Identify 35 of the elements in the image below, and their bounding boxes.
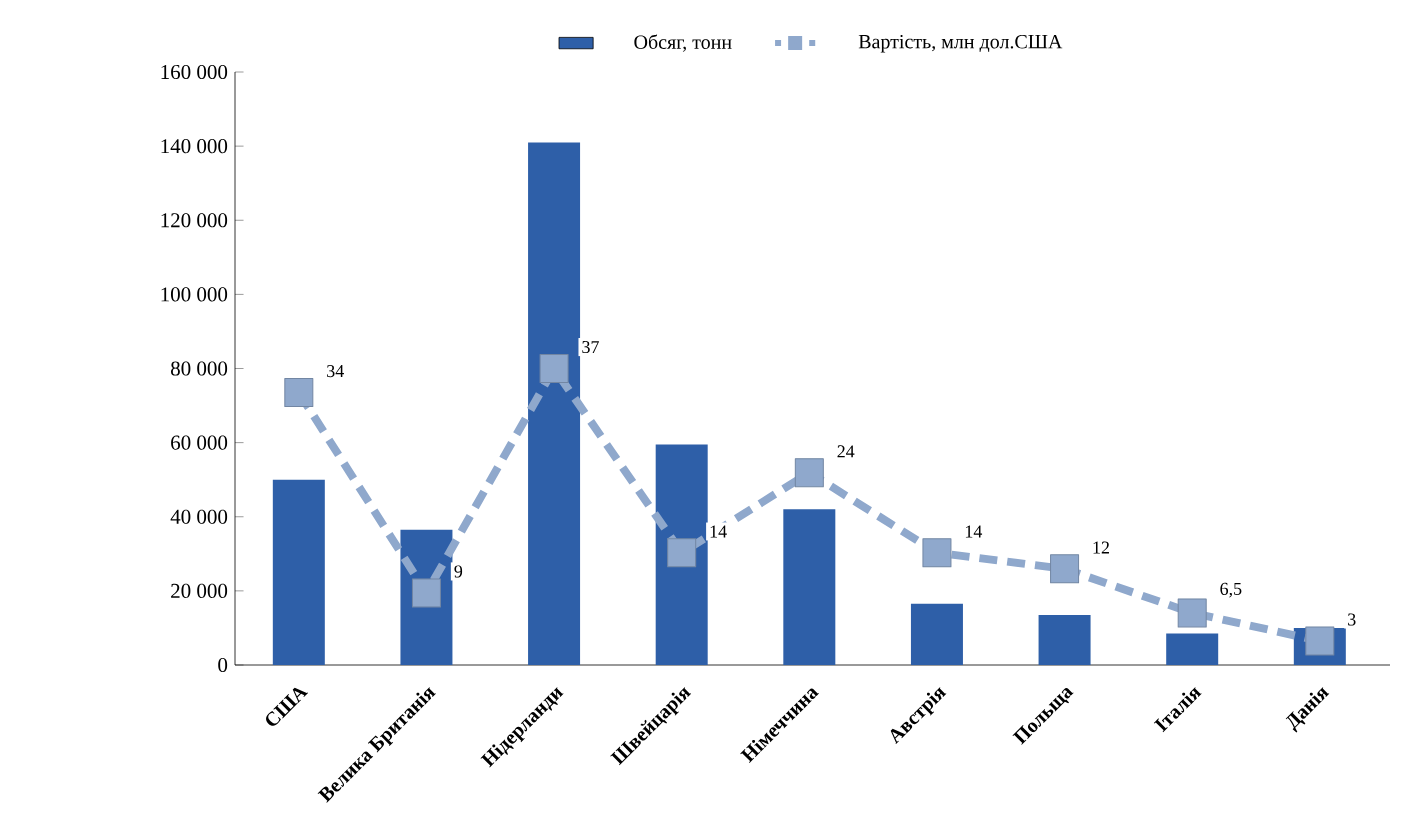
bar [528,142,581,665]
data-label: 9 [454,565,463,578]
data-label: 24 [837,445,855,458]
bar [1038,614,1091,665]
bar [783,509,836,665]
y-tick-label: 20 000 [171,583,228,598]
bar [655,444,708,665]
point [1177,598,1207,628]
y-tick-label: 120 000 [161,213,228,228]
data-label: 14 [965,525,983,538]
bar [272,479,325,665]
y-tick-label: 0 [218,657,228,673]
y-tick-label: 100 000 [161,287,228,302]
point [667,538,697,568]
point [922,538,952,568]
y-tick-label: 80 000 [170,361,228,376]
point [284,378,314,408]
bar [1166,633,1219,665]
point [539,354,569,383]
data-label: 3 [1348,613,1356,626]
y-tick-label: 160 000 [161,64,228,80]
legend-label: Обсяг, тонн [634,34,732,52]
y-tick-label: 60 000 [171,435,228,450]
point [1050,554,1080,584]
point [411,578,441,608]
data-label: 6,5 [1220,582,1242,598]
data-label: 34 [327,365,344,378]
y-tick-label: 140 000 [161,139,228,154]
data-label: 14 [710,525,727,538]
point [794,458,824,488]
bar [910,603,963,665]
data-label: 12 [1093,541,1109,554]
legend-label: Вартість, млн дол.США [858,34,1063,53]
y-tick-label: 40 000 [170,509,228,524]
data-label: 37 [582,341,599,354]
